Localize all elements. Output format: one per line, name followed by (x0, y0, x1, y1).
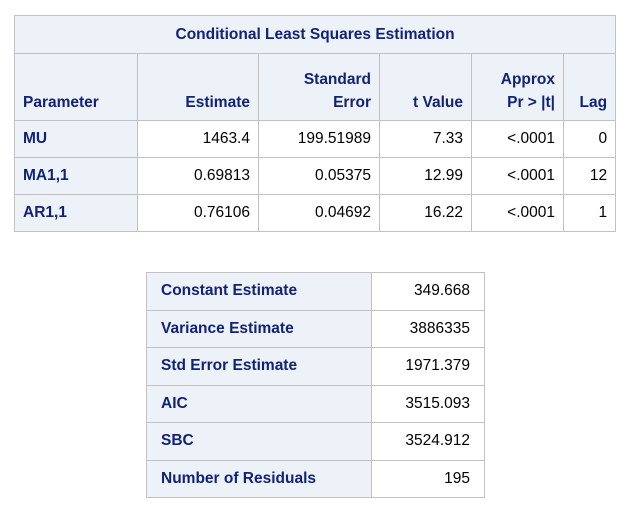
row-header-parameter: AR1,1 (14, 194, 138, 232)
row-header-statistic: Constant Estimate (146, 272, 372, 311)
table-row: AR1,1 0.76106 0.04692 16.22 <.0001 1 (14, 194, 617, 232)
cell-t-value: 12.99 (379, 157, 472, 195)
cell-lag: 1 (562, 194, 617, 232)
cell-lag: 12 (562, 157, 617, 195)
table-row: Constant Estimate 349.668 (146, 272, 485, 311)
cell-std-error: 199.51989 (258, 120, 380, 158)
cell-statistic-value: 3886335 (371, 309, 485, 348)
fit-statistics-table: Constant Estimate 349.668 Variance Estim… (146, 272, 485, 498)
cell-statistic-value: 349.668 (371, 272, 485, 311)
cell-statistic-value: 3524.912 (371, 422, 485, 461)
cell-t-value: 16.22 (379, 194, 472, 232)
column-header-standard-error-line1: Standard (303, 71, 371, 88)
row-header-statistic: Variance Estimate (146, 309, 372, 348)
table-row: Variance Estimate 3886335 (146, 309, 485, 348)
table-row: MU 1463.4 199.51989 7.33 <.0001 0 (14, 120, 617, 158)
column-header-approx-p-line1: Approx (500, 71, 555, 88)
table-row: Std Error Estimate 1971.379 (146, 347, 485, 386)
cell-std-error: 0.04692 (258, 194, 380, 232)
column-header-standard-error-line2: Error (333, 94, 371, 111)
cell-lag: 0 (562, 120, 617, 158)
cell-t-value: 7.33 (379, 120, 472, 158)
column-header-estimate: Estimate (137, 53, 259, 121)
row-header-statistic: AIC (146, 384, 372, 423)
table-row: Number of Residuals 195 (146, 459, 485, 498)
column-header-approx-p: Approx Pr > |t| (471, 53, 564, 121)
row-header-statistic: Std Error Estimate (146, 347, 372, 386)
table-row: SBC 3524.912 (146, 422, 485, 461)
cell-estimate: 0.69813 (137, 157, 259, 195)
cell-p-value: <.0001 (471, 157, 564, 195)
row-header-parameter: MU (14, 120, 138, 158)
parameter-estimates-table: Conditional Least Squares Estimation Par… (13, 15, 617, 232)
row-header-parameter: MA1,1 (14, 157, 138, 195)
row-header-statistic: Number of Residuals (146, 459, 372, 498)
table-title-row: Conditional Least Squares Estimation (13, 15, 617, 54)
table-row: MA1,1 0.69813 0.05375 12.99 <.0001 12 (14, 157, 617, 195)
cell-statistic-value: 1971.379 (371, 347, 485, 386)
cell-statistic-value: 3515.093 (371, 384, 485, 423)
column-header-standard-error: Standard Error (258, 53, 380, 121)
column-header-t-value: t Value (379, 53, 472, 121)
cell-p-value: <.0001 (471, 120, 564, 158)
cell-std-error: 0.05375 (258, 157, 380, 195)
row-header-statistic: SBC (146, 422, 372, 461)
table-row: AIC 3515.093 (146, 384, 485, 423)
column-header-approx-p-line2: Pr > |t| (507, 94, 555, 111)
cell-p-value: <.0001 (471, 194, 564, 232)
cell-estimate: 0.76106 (137, 194, 259, 232)
cell-statistic-value: 195 (371, 459, 485, 498)
cell-estimate: 1463.4 (137, 120, 259, 158)
column-header-row: Parameter Estimate Standard Error t Value… (14, 53, 617, 121)
column-header-parameter: Parameter (14, 53, 138, 121)
table-title: Conditional Least Squares Estimation (13, 15, 617, 54)
column-header-lag: Lag (562, 53, 617, 121)
